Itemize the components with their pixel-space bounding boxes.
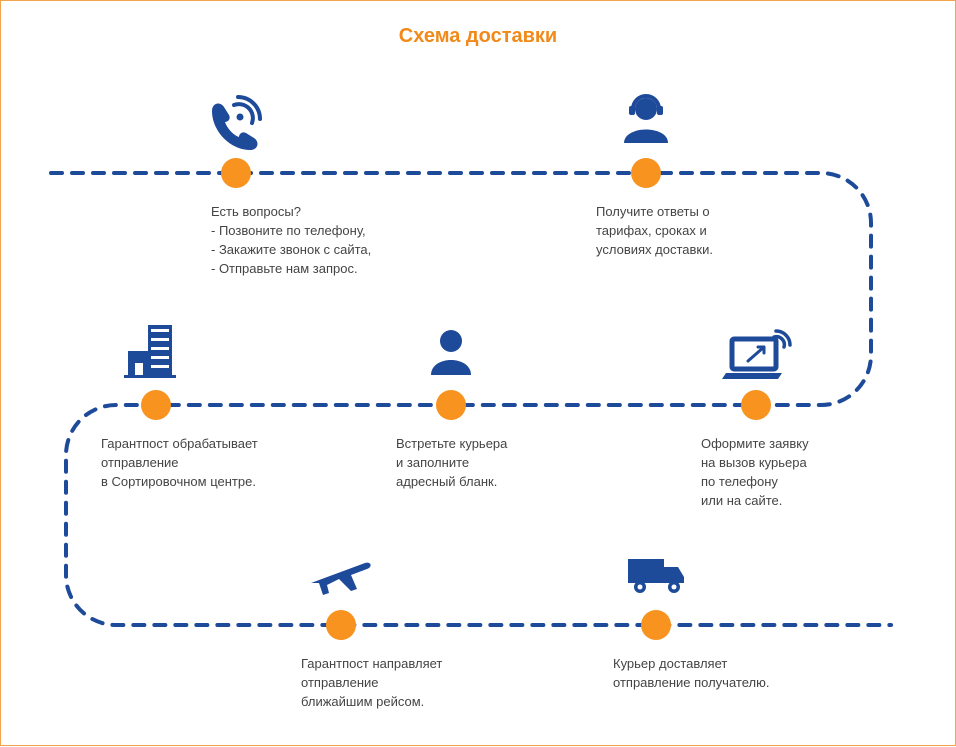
caption-line: Встретьте курьера: [396, 435, 606, 454]
caption-line: адресный бланк.: [396, 473, 606, 492]
step-dot-sorting: [141, 390, 171, 420]
caption-line: Курьер доставляет: [613, 655, 843, 674]
plane-icon: [311, 563, 371, 595]
step-caption-order: Оформите заявкуна вызов курьерапо телефо…: [701, 435, 911, 510]
step-dot-flight: [326, 610, 356, 640]
step-dot-questions: [221, 158, 251, 188]
diagram-stage: [1, 1, 956, 747]
step-caption-deliver: Курьер доставляетотправление получателю.: [613, 655, 843, 693]
step-caption-answers: Получите ответы отарифах, сроках иуслови…: [596, 203, 806, 260]
step-caption-courier-meet: Встретьте курьераи заполнитеадресный бла…: [396, 435, 606, 492]
step-dot-answers: [631, 158, 661, 188]
caption-line: тарифах, сроках и: [596, 222, 806, 241]
agent-icon: [624, 96, 668, 143]
step-caption-flight: Гарантпост направляетотправлениеближайши…: [301, 655, 521, 712]
caption-line: отправление: [101, 454, 331, 473]
icons-layer: [124, 96, 790, 595]
person-icon: [431, 330, 471, 375]
caption-line: на вызов курьера: [701, 454, 911, 473]
caption-line: в Сортировочном центре.: [101, 473, 331, 492]
caption-line: ближайшим рейсом.: [301, 693, 521, 712]
caption-line: отправление получателю.: [613, 674, 843, 693]
caption-line: Гарантпост обрабатывает: [101, 435, 331, 454]
phone-icon: [212, 97, 260, 150]
diagram-frame: Схема доставки Есть вопросы?- Позвоните …: [0, 0, 956, 746]
diagram-title: Схема доставки: [21, 25, 935, 48]
caption-line: по телефону: [701, 473, 911, 492]
caption-line: отправление: [301, 674, 521, 693]
caption-line: - Позвоните по телефону,: [211, 222, 441, 241]
step-caption-sorting: Гарантпост обрабатываетотправлениев Сорт…: [101, 435, 331, 492]
caption-line: или на сайте.: [701, 492, 911, 511]
step-dot-deliver: [641, 610, 671, 640]
building-icon: [124, 325, 176, 378]
laptop-icon: [722, 331, 790, 379]
step-caption-questions: Есть вопросы?- Позвоните по телефону,- З…: [211, 203, 441, 278]
caption-line: Есть вопросы?: [211, 203, 441, 222]
caption-line: и заполните: [396, 454, 606, 473]
caption-line: условиях доставки.: [596, 241, 806, 260]
step-dot-order: [741, 390, 771, 420]
caption-line: Получите ответы о: [596, 203, 806, 222]
truck-icon: [628, 559, 684, 593]
step-dot-courier-meet: [436, 390, 466, 420]
caption-line: Оформите заявку: [701, 435, 911, 454]
caption-line: - Отправьте нам запрос.: [211, 260, 441, 279]
caption-line: - Закажите звонок с сайта,: [211, 241, 441, 260]
caption-line: Гарантпост направляет: [301, 655, 521, 674]
